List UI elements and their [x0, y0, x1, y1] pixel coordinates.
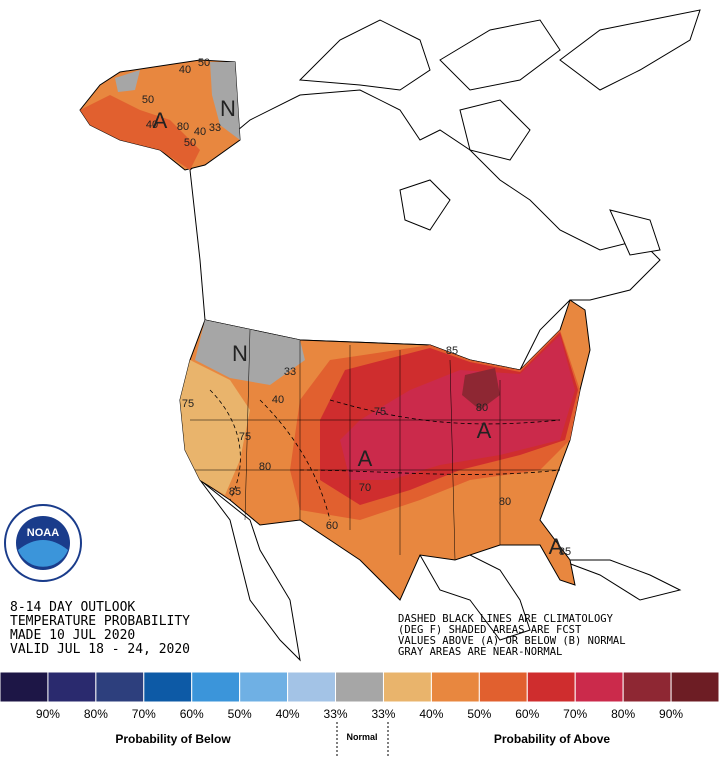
legend-label: 90%	[659, 707, 683, 721]
legend-label: 40%	[276, 707, 300, 721]
contour-label: 80	[499, 496, 511, 508]
legend-swatch	[239, 671, 289, 703]
region-letter: N	[232, 341, 248, 366]
contour-label: 80	[476, 402, 488, 414]
us-near-normal	[195, 320, 305, 385]
legend-below: Probability of Below	[115, 732, 231, 746]
legend-label: 40%	[419, 707, 443, 721]
contour-label: 75	[239, 431, 251, 443]
legend-swatch	[670, 671, 719, 703]
legend-swatch	[430, 671, 480, 703]
us-above-80	[340, 335, 575, 480]
note-line: (DEG F) SHADED AREAS ARE FCST	[398, 624, 582, 636]
legend-swatch	[574, 671, 624, 703]
legend-swatch	[622, 671, 672, 703]
land	[189, 9, 701, 662]
legend-label: 33%	[371, 707, 395, 721]
legend-above: Probability of Above	[494, 732, 611, 746]
legend-label: 50%	[228, 707, 252, 721]
header-line: 8-14 DAY OUTLOOK	[10, 600, 135, 615]
noaa-logo: NOAA	[4, 504, 82, 582]
header-line: TEMPERATURE PROBABILITY	[10, 614, 190, 629]
region-letter: A	[358, 446, 373, 471]
contour-label: 50	[142, 94, 154, 106]
legend-label: 80%	[611, 707, 635, 721]
legend: 90% 80% 70% 60% 50% 40% 33% 33% 40% 50% 60% 70% 80% 9…	[0, 671, 719, 721]
alaska-above-60	[80, 95, 200, 170]
region-letter: N	[220, 96, 236, 121]
contour-label: 85	[559, 546, 571, 558]
header-line: VALID JUL 18 - 24, 2020	[10, 642, 190, 657]
alaska-near-normal-west	[115, 70, 140, 92]
contour-label: 50	[198, 57, 210, 69]
contour-label: 40	[272, 394, 284, 406]
notes: DASHED BLACK LINES ARE CLIMATOLOGY (DEG …	[398, 613, 626, 658]
legend-normal: Normal	[346, 732, 377, 742]
note-line: VALUES ABOVE (A) OR BELOW (B) NORMAL	[398, 635, 626, 647]
legend-swatch	[382, 671, 432, 703]
contour-label: 80	[177, 121, 189, 133]
legend-swatch	[0, 671, 49, 703]
header-line: MADE 10 JUL 2020	[10, 628, 135, 643]
legend-swatch	[143, 671, 193, 703]
legend-label: 60%	[515, 707, 539, 721]
legend-label: 80%	[84, 707, 108, 721]
us-above-40-west	[180, 360, 250, 495]
legend-label: 90%	[36, 707, 60, 721]
region-letter: A	[153, 108, 168, 133]
note-line: GRAY AREAS ARE NEAR-NORMAL	[398, 646, 562, 658]
legend-label: 70%	[132, 707, 156, 721]
legend-label: 33%	[324, 707, 348, 721]
contour-label: 50	[184, 137, 196, 149]
contour-label: 70	[359, 482, 371, 494]
header: 8-14 DAY OUTLOOK TEMPERATURE PROBABILITY…	[10, 600, 190, 657]
region-letter: A	[477, 418, 492, 443]
contour-label: 75	[182, 398, 194, 410]
us-above-90	[462, 368, 500, 410]
legend-swatch	[335, 671, 384, 703]
legend-swatch	[95, 671, 145, 703]
contour-label: 40	[146, 119, 158, 131]
alaska-near-normal	[210, 62, 240, 140]
legend-swatch	[287, 671, 337, 703]
legend-label: 70%	[563, 707, 587, 721]
legend-label: 60%	[180, 707, 204, 721]
contour-label: 60	[326, 520, 338, 532]
contour-label: 33	[209, 122, 221, 134]
state-lines	[190, 329, 560, 561]
legend-swatch	[478, 671, 528, 703]
climatology-lines	[209, 389, 561, 521]
contour-label: 40	[194, 126, 206, 138]
legend-label: 50%	[467, 707, 491, 721]
region-letter: A	[549, 534, 564, 559]
contour-label: 85	[446, 345, 458, 357]
contour-label: 40	[179, 64, 191, 76]
legend-swatch	[526, 671, 576, 703]
note-line: DASHED BLACK LINES ARE CLIMATOLOGY	[398, 613, 614, 625]
contour-label: 80	[259, 461, 271, 473]
legend-swatch	[47, 671, 97, 703]
contour-label: 85	[229, 486, 241, 498]
contour-label: 75	[374, 406, 386, 418]
legend-swatch	[191, 671, 241, 703]
contour-label: 33	[284, 366, 296, 378]
logo-text: NOAA	[27, 527, 59, 539]
